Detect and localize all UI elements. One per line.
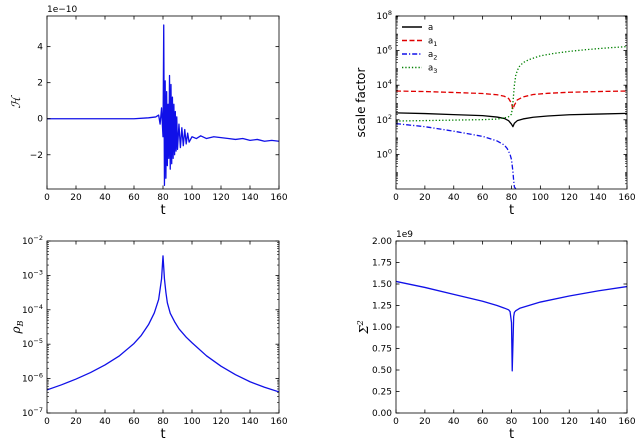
y-tick-label: 0.75 bbox=[372, 345, 392, 355]
x-tick-label: 0 bbox=[393, 417, 399, 427]
y-tick-label: 1.75 bbox=[372, 259, 392, 269]
x-tick-label: 120 bbox=[212, 193, 229, 203]
y-tick-label: 0 bbox=[37, 115, 43, 125]
x-tick-label: 140 bbox=[241, 193, 258, 203]
x-tick-label: 40 bbox=[99, 417, 111, 427]
y-tick-label: 106 bbox=[376, 44, 392, 57]
x-tick-label: 100 bbox=[532, 193, 549, 203]
y-tick-label: 10−3 bbox=[22, 268, 43, 281]
scale-factor-panel: 0 20 40 60 80 100 120 140 160 100 102 104 106 108 t sca… bbox=[354, 9, 636, 218]
x-axis-label: t bbox=[509, 427, 514, 442]
y-tick-label: 0.50 bbox=[372, 366, 392, 376]
x-tick-label: 60 bbox=[477, 417, 489, 427]
x-tick-label: 40 bbox=[99, 193, 111, 203]
x-tick-label: 160 bbox=[618, 417, 635, 427]
x-tick-label: 0 bbox=[393, 193, 399, 203]
x-tick-label: 100 bbox=[183, 193, 200, 203]
x-tick-label: 80 bbox=[506, 417, 518, 427]
x-tick-label: 140 bbox=[241, 417, 258, 427]
x-axis-label: t bbox=[509, 203, 514, 218]
y-tick-label: 0.00 bbox=[372, 409, 392, 419]
x-tick-label: 160 bbox=[270, 417, 287, 427]
x-tick-label: 120 bbox=[561, 193, 578, 203]
x-tick-label: 60 bbox=[128, 417, 140, 427]
y-tick-label: 10−4 bbox=[22, 303, 43, 316]
x-tick-label: 140 bbox=[590, 193, 607, 203]
series-line-a bbox=[396, 112, 627, 128]
x-tick-label: 40 bbox=[448, 417, 460, 427]
x-tick-label: 80 bbox=[506, 193, 518, 203]
x-tick-label: 0 bbox=[44, 193, 50, 203]
y-tick-label: 2 bbox=[37, 79, 43, 89]
series-line-a2 bbox=[396, 122, 519, 189]
y-tick-label: 1.25 bbox=[372, 302, 392, 312]
x-tick-label: 80 bbox=[157, 417, 169, 427]
legend-label: a3 bbox=[428, 64, 437, 76]
rho-b-panel: 0 20 40 60 80 100 120 140 160 10−7 10−6 10−5 10−4 10−… bbox=[9, 234, 288, 442]
y-axis-label: ℋ bbox=[9, 94, 23, 108]
legend-label: a bbox=[428, 23, 433, 33]
sigma-squared-panel: 0 20 40 60 80 100 120 140 160 0.00 0.25 0.50 0.75 1.0… bbox=[356, 230, 636, 442]
x-tick-label: 160 bbox=[270, 193, 287, 203]
x-tick-label: 120 bbox=[212, 417, 229, 427]
x-tick-label: 20 bbox=[419, 417, 431, 427]
x-tick-label: 140 bbox=[590, 417, 607, 427]
y-axis-label: ρB bbox=[9, 320, 25, 334]
y-tick-label: 10−7 bbox=[22, 406, 43, 419]
x-tick-label: 60 bbox=[477, 193, 489, 203]
hamiltonian-panel: 0 20 40 60 80 100 120 140 160 −2 0 2 4 1e−10 t ℋ bbox=[9, 5, 288, 218]
y-tick-label: 100 bbox=[376, 147, 392, 160]
x-tick-label: 20 bbox=[419, 193, 431, 203]
x-tick-label: 160 bbox=[618, 193, 635, 203]
y-tick-label: 108 bbox=[376, 9, 392, 22]
plot-frame bbox=[46, 240, 280, 414]
x-tick-label: 80 bbox=[157, 193, 169, 203]
x-tick-label: 60 bbox=[128, 193, 140, 203]
y-tick-label: 104 bbox=[376, 78, 392, 91]
x-tick-label: 20 bbox=[70, 193, 82, 203]
series-line-main bbox=[396, 280, 627, 372]
series-line-a3 bbox=[396, 45, 627, 122]
x-tick-label: 100 bbox=[532, 417, 549, 427]
series-line-a1 bbox=[396, 90, 627, 111]
x-tick-label: 40 bbox=[448, 193, 460, 203]
y-tick-label: 4 bbox=[37, 43, 43, 53]
axis-offset-text: 1e9 bbox=[396, 230, 413, 240]
y-tick-label: 10−6 bbox=[22, 372, 43, 385]
series-line-main bbox=[47, 24, 279, 187]
y-tick-label: 10−2 bbox=[22, 234, 43, 247]
y-tick-label: 1.00 bbox=[372, 323, 392, 333]
y-tick-label: 102 bbox=[376, 113, 392, 126]
series-line-main bbox=[47, 255, 279, 393]
legend-label: a2 bbox=[428, 50, 437, 62]
y-axis-label: Σ2 bbox=[356, 320, 371, 335]
y-tick-label: −2 bbox=[30, 151, 43, 161]
x-tick-label: 120 bbox=[561, 417, 578, 427]
x-axis-label: t bbox=[160, 427, 165, 442]
y-tick-label: 1.50 bbox=[372, 280, 392, 290]
y-tick-label: 0.25 bbox=[372, 388, 392, 398]
legend-label: a1 bbox=[428, 37, 437, 49]
x-axis-label: t bbox=[160, 203, 165, 218]
y-tick-label: 2.00 bbox=[372, 237, 392, 247]
y-tick-label: 10−5 bbox=[22, 337, 43, 350]
x-tick-label: 0 bbox=[44, 417, 50, 427]
x-tick-label: 100 bbox=[183, 417, 200, 427]
axis-offset-text: 1e−10 bbox=[47, 5, 78, 15]
x-tick-label: 20 bbox=[70, 417, 82, 427]
y-axis-label: scale factor bbox=[354, 67, 368, 137]
